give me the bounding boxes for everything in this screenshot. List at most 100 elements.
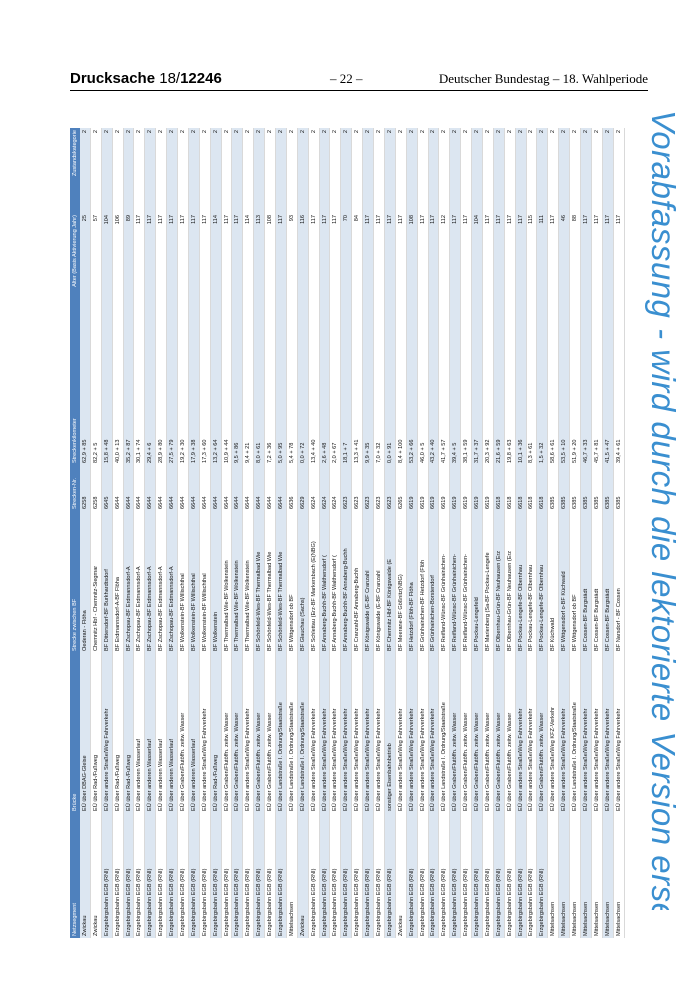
cell-route: BF Annaberg-Buchh-BF Walthersdorf ( [329, 511, 341, 653]
table-row: Erzgebirgsbahn EGB (RNI) EÜ über Rad-/Fuß… [210, 128, 222, 938]
cell-route-km: 28,9 + 80 [155, 388, 167, 465]
header-rule [70, 90, 648, 91]
cell-segment: Erzgebirgsbahn EGB (RNI) [362, 813, 374, 938]
cell-route: BF Wolkenstein-BF Willischthal [188, 511, 200, 653]
cell-route-km: 51,9 + 20 [569, 388, 581, 465]
cell-bridge: EÜ über anderen Wasserlauf [188, 653, 200, 813]
cell-condition-category: 2 [395, 128, 407, 213]
cell-bridge: EÜ über andere Straße/Weg Fahrverkehr [329, 653, 341, 813]
cell-bridge: EÜ über andere Straße/Weg Fahrverkehr [602, 653, 614, 813]
cell-bridge: EÜ über Graben/Flutöffn. zeitw. Wasser [177, 653, 189, 813]
table-row: Erzgebirgsbahn EGB (RNI) EÜ über andere S… [362, 128, 374, 938]
cell-segment: Erzgebirgsbahn EGB (RNI) [460, 813, 472, 938]
cell-route-number: 6644 [166, 465, 178, 511]
cell-route-km: 13,4 + 40 [308, 388, 320, 465]
cell-condition-category: 2 [340, 128, 352, 213]
column-header-bridge: Brücke [70, 653, 80, 813]
cell-age: 88 [569, 213, 581, 388]
table-row: Erzgebirgsbahn EGB (RNI) EÜ über anderen … [166, 128, 178, 938]
cell-route-number: 6385 [547, 465, 559, 511]
cell-segment: Erzgebirgsbahn EGB (RNI) [242, 813, 254, 938]
cell-route-km: 0,0 + 91 [384, 388, 396, 465]
cell-condition-category: 2 [329, 128, 341, 213]
cell-segment: Zwickau [395, 813, 407, 938]
cell-bridge: EÜ über andere Straße/Weg Fahrverkehr [591, 653, 603, 813]
table-row: Erzgebirgsbahn EGB (RNI) EÜ über Graben/F… [482, 128, 494, 938]
table-row: Erzgebirgsbahn EGB (RNI) EÜ über andere S… [242, 128, 254, 938]
cell-segment: Erzgebirgsbahn EGB (RNI) [112, 813, 124, 938]
cell-route: BF Schönfeld-Wies-BF Thermalbad Wie [264, 511, 276, 653]
cell-age: 117 [144, 213, 156, 388]
cell-route-km: 13,3 + 41 [351, 388, 363, 465]
cell-route-number: 6623 [373, 465, 385, 511]
cell-route-km: 2,6 + 48 [319, 388, 330, 465]
cell-bridge: EÜ über Rad-/Fußweg [123, 653, 134, 813]
table-row: Erzgebirgsbahn EGB (RNI) EÜ über Rad-/Fuß… [112, 128, 124, 938]
cell-segment: Mittelsachsen [580, 813, 592, 938]
cell-condition-category: 2 [112, 128, 124, 213]
cell-age: 117 [384, 213, 396, 388]
cell-route-number: 6265 [395, 465, 407, 511]
cell-route: Oederan - Flöha [80, 511, 91, 653]
cell-age: 111 [536, 213, 548, 388]
cell-route-km: 9,4 + 21 [242, 388, 254, 465]
cell-segment: Erzgebirgsbahn EGB (RNI) [482, 813, 494, 938]
cell-route: BF Pockau-Lengefe-BF Olbernhau [526, 511, 537, 653]
table-row: Erzgebirgsbahn EGB (RNI) EÜ über Graben/F… [449, 128, 461, 938]
cell-age: 117 [460, 213, 472, 388]
cell-route-number: 6619 [428, 465, 439, 511]
cell-condition-category: 2 [504, 128, 516, 213]
cell-bridge: EÜ über Graben/Flutöffn. zeitw. Wasser [493, 653, 505, 813]
cell-route: BF Annaberg-Buchh-BF Annaberg-Buchh [340, 511, 352, 653]
cell-condition-category: 2 [319, 128, 330, 213]
cell-route: BF Wolkenstein-BF Willischthal [177, 511, 189, 653]
cell-segment: Mittelsachsen [613, 813, 625, 938]
cell-segment: Mittelsachsen [286, 813, 298, 938]
cell-condition-category: 2 [580, 128, 592, 213]
cell-segment: Erzgebirgsbahn EGB (RNI) [210, 813, 222, 938]
cell-bridge: EÜ über andere Straße/Weg Fahrverkehr [340, 653, 352, 813]
cell-route-km: 9,9 + 35 [362, 388, 374, 465]
cell-condition-category: 2 [526, 128, 537, 213]
cell-segment: Erzgebirgsbahn EGB (RNI) [340, 813, 352, 938]
cell-age: 117 [319, 213, 330, 388]
cell-route-km: 38,1 + 59 [460, 388, 472, 465]
cell-route-number: 6258 [90, 465, 102, 511]
cell-route-number: 6619 [438, 465, 450, 511]
table-row: Erzgebirgsbahn EGB (RNI) EÜ über Rad-/Fuß… [123, 128, 134, 938]
cell-age: 117 [504, 213, 516, 388]
cell-route: BF Wolkenstein-BF Willischthal [199, 511, 211, 653]
cell-segment: Erzgebirgsbahn EGB (RNI) [101, 813, 113, 938]
cell-segment: Erzgebirgsbahn EGB (RNI) [526, 813, 537, 938]
cell-condition-category: 2 [417, 128, 428, 213]
cell-route-km: 62,9 + 85 [80, 388, 91, 465]
cell-segment: Erzgebirgsbahn EGB (RNI) [471, 813, 483, 938]
cell-route-km: 18,1 + 7 [340, 388, 352, 465]
cell-route: BF Glauchau (Sachs) [297, 511, 309, 653]
cell-route-number: 6623 [384, 465, 396, 511]
cell-route: BF Wolkenstein [210, 511, 222, 653]
cell-segment: Erzgebirgsbahn EGB (RNI) [221, 813, 232, 938]
table-row: Erzgebirgsbahn EGB (RNI) EÜ über Graben/F… [493, 128, 505, 938]
document-number: Drucksache 18/12246 [70, 70, 222, 87]
cell-condition-category: 2 [471, 128, 483, 213]
cell-bridge: EÜ über Landstraße I. Ordnung/Staatstraß… [275, 653, 287, 813]
cell-age: 25 [80, 213, 91, 388]
table-row: Erzgebirgsbahn EGB (RNI) EÜ über andere S… [373, 128, 385, 938]
cell-route-number: 6644 [253, 465, 265, 511]
cell-route-number: 6644 [133, 465, 145, 511]
cell-age: 115 [526, 213, 537, 388]
cell-age: 84 [351, 213, 363, 388]
cell-bridge: EÜ über Landstraße I. Ordnung/Staatstraß… [297, 653, 309, 813]
cell-route: BF Schönfeld-Wies-BF Thermalbad Wie [253, 511, 265, 653]
cell-bridge: EÜ über anderen Wasserlauf [166, 653, 178, 813]
cell-age: 106 [112, 213, 124, 388]
cell-condition-category: 2 [351, 128, 363, 213]
cell-route-number: 6619 [417, 465, 428, 511]
column-header-segment: Netzsegment [70, 813, 80, 938]
cell-age: 117 [373, 213, 385, 388]
cell-segment: Erzgebirgsbahn EGB (RNI) [231, 813, 243, 938]
cell-bridge: EÜ über andere Straße/Weg Fahrverkehr [199, 653, 211, 813]
cell-route: BF Königswalde (E-BF Cranzahl [362, 511, 374, 653]
cell-segment: Erzgebirgsbahn EGB (RNI) [373, 813, 385, 938]
